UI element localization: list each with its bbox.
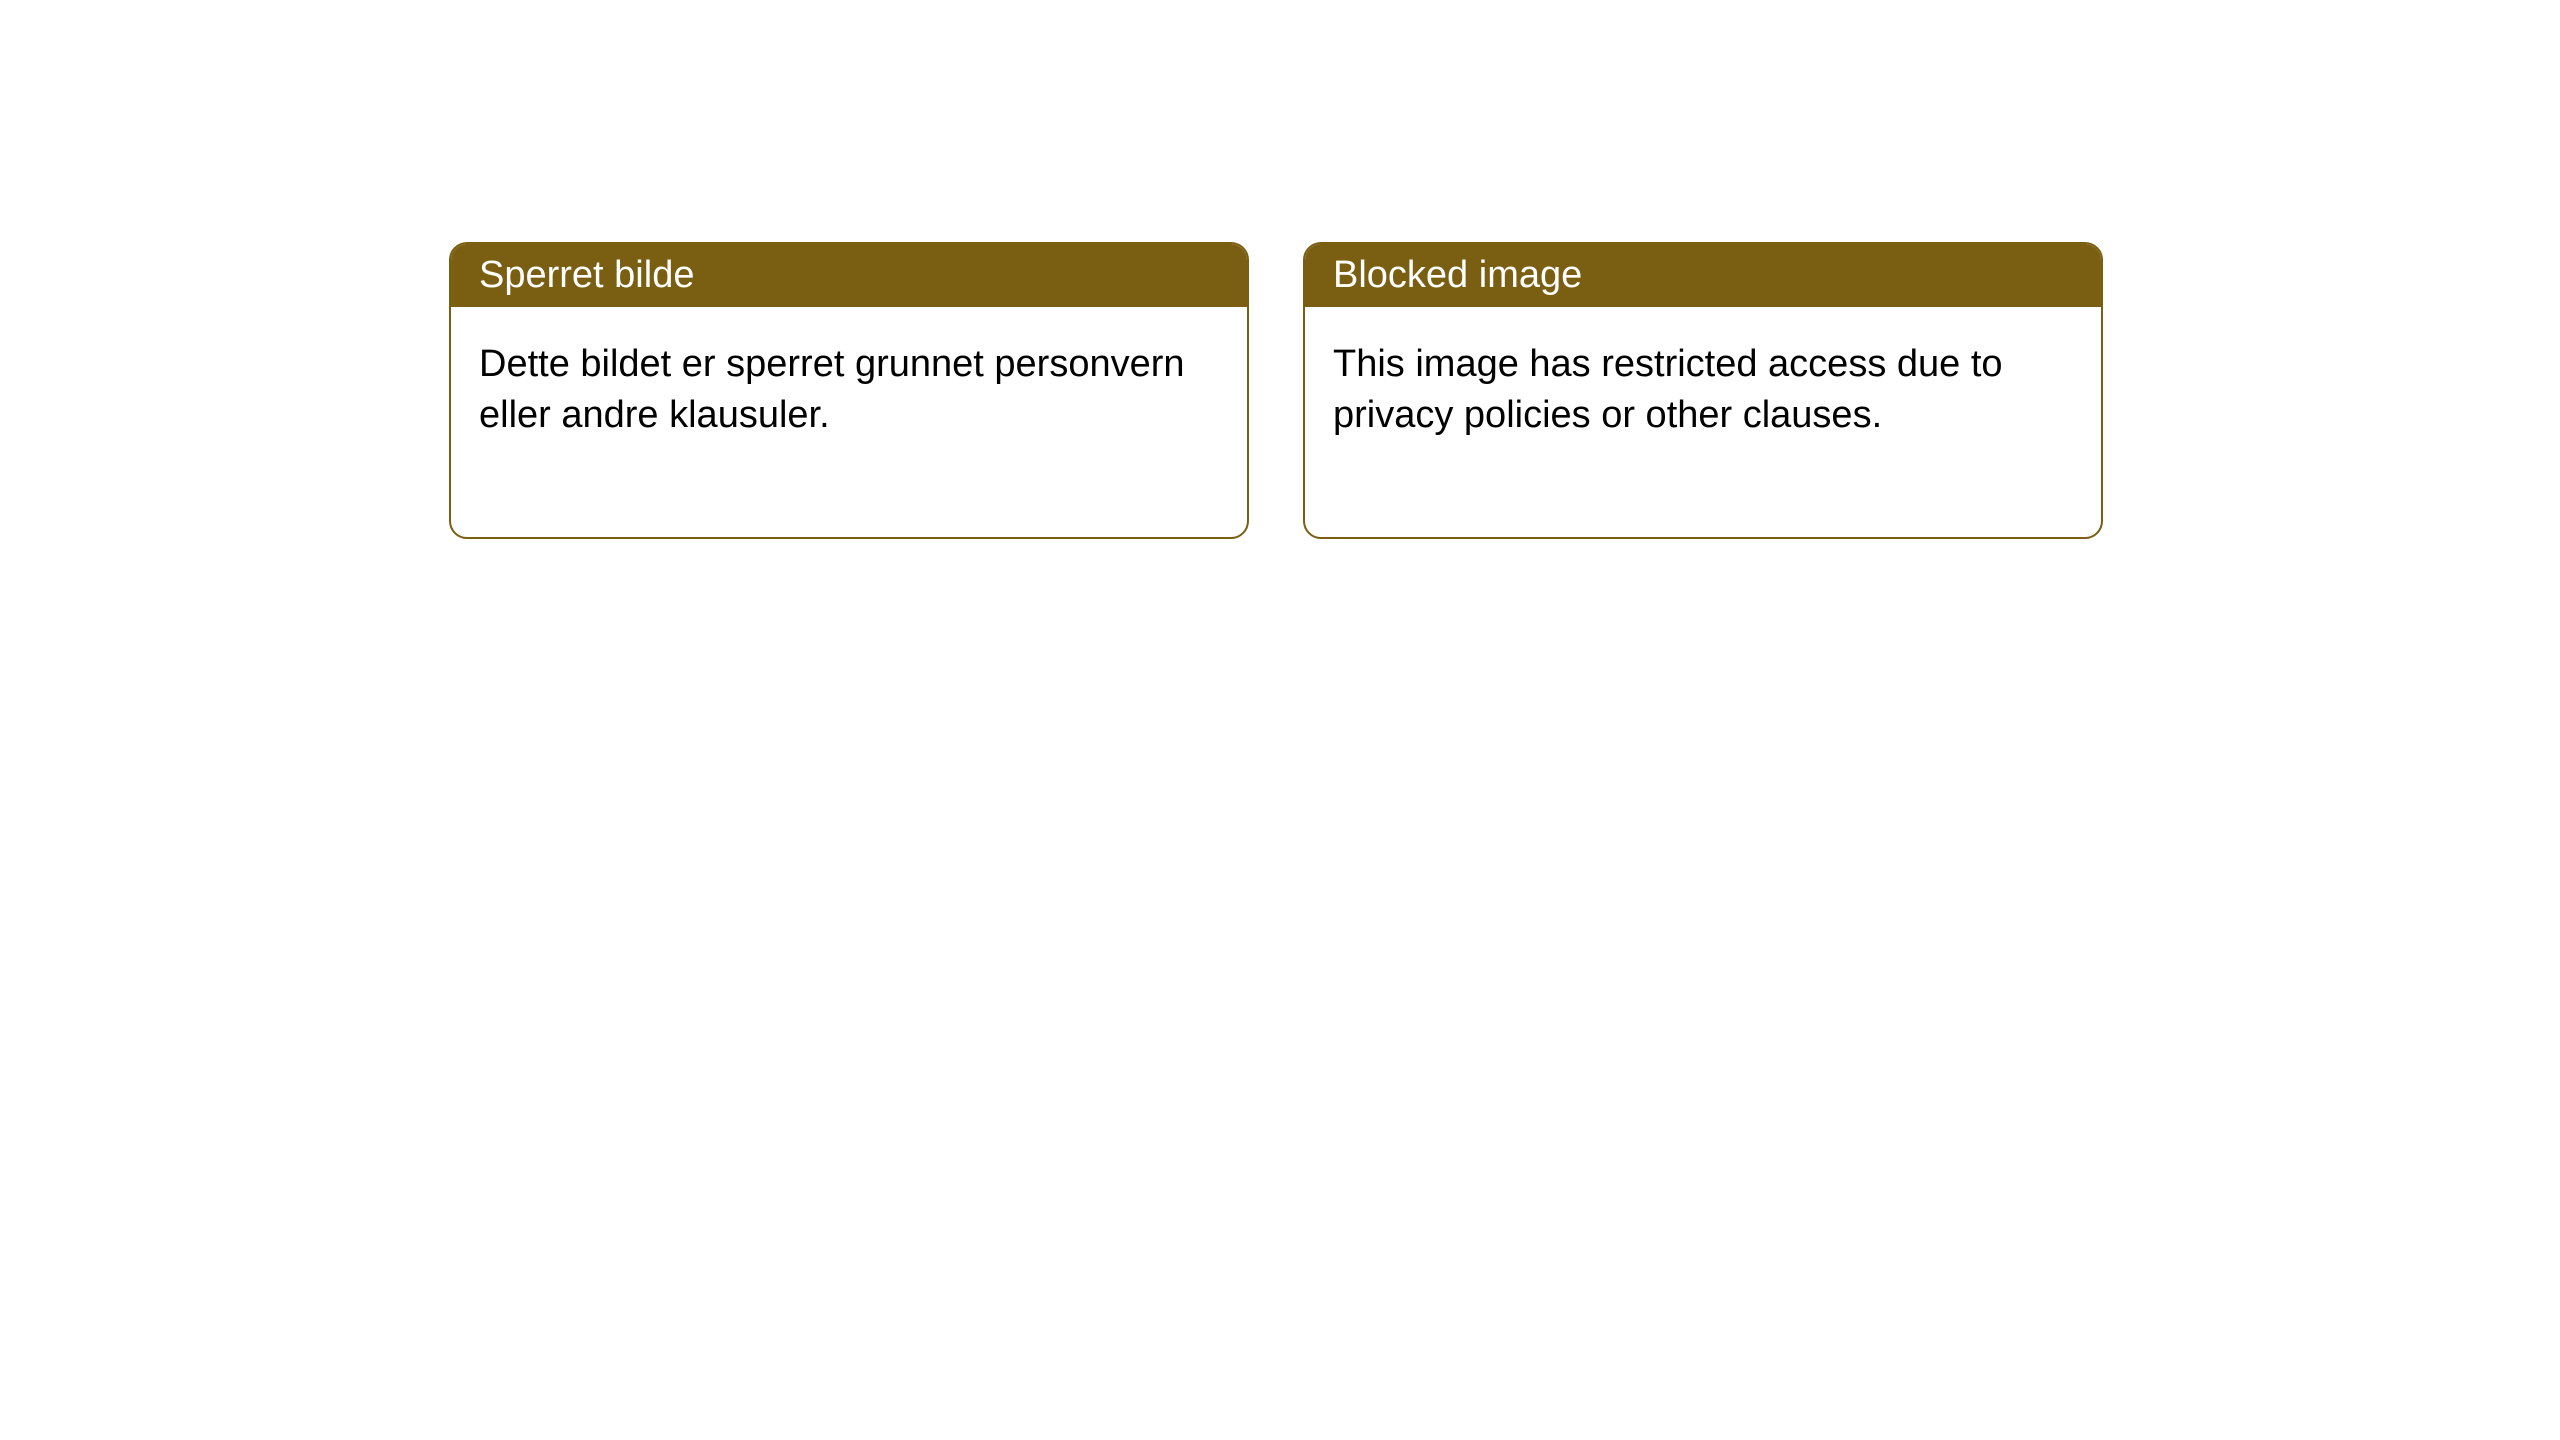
- notice-card-norwegian: Sperret bilde Dette bildet er sperret gr…: [449, 242, 1249, 539]
- notice-title: Blocked image: [1333, 254, 1582, 296]
- notice-card-body: This image has restricted access due to …: [1305, 307, 2101, 537]
- notice-body-text: Dette bildet er sperret grunnet personve…: [479, 343, 1185, 436]
- notice-card-english: Blocked image This image has restricted …: [1303, 242, 2103, 539]
- notice-card-body: Dette bildet er sperret grunnet personve…: [451, 307, 1247, 537]
- notice-container: Sperret bilde Dette bildet er sperret gr…: [0, 0, 2560, 539]
- notice-body-text: This image has restricted access due to …: [1333, 343, 2003, 436]
- notice-card-header: Blocked image: [1305, 244, 2101, 307]
- notice-title: Sperret bilde: [479, 254, 694, 296]
- notice-card-header: Sperret bilde: [451, 244, 1247, 307]
